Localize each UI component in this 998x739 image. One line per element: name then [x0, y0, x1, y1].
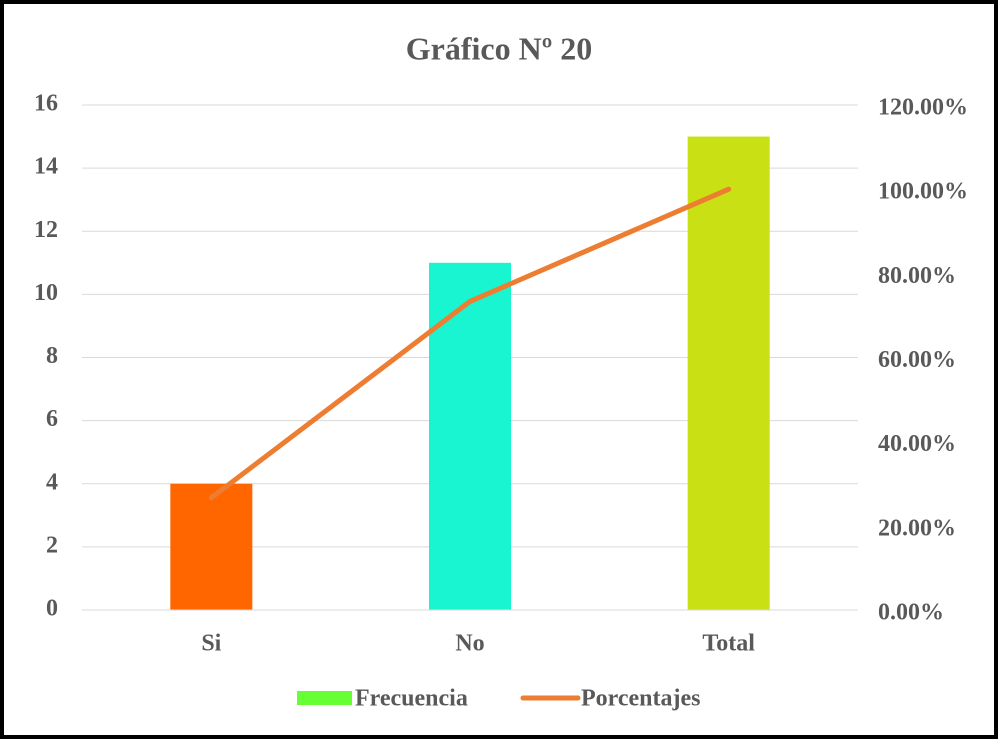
- legend-label: Porcentajes: [581, 686, 701, 712]
- y-tick-label: 12: [34, 217, 58, 243]
- y2-tick-label: 60.00%: [878, 347, 956, 373]
- legend-label: Frecuencia: [355, 686, 468, 712]
- y2-tick-label: 0.00%: [878, 600, 944, 626]
- y-tick-label: 10: [34, 280, 58, 306]
- y-tick-label: 8: [46, 343, 58, 369]
- y2-tick-label: 80.00%: [878, 263, 956, 289]
- bar: [429, 262, 511, 610]
- x-tick-label: No: [455, 631, 484, 657]
- y2-tick-label: 20.00%: [878, 515, 956, 541]
- chart-title: Gráfico Nº 20: [406, 30, 593, 66]
- y-tick-label: 2: [46, 532, 58, 558]
- y-tick-label: 16: [34, 91, 58, 117]
- y-tick-label: 0: [46, 596, 58, 622]
- y-tick-label: 6: [46, 406, 58, 432]
- y-tick-label: 14: [34, 154, 58, 180]
- legend-swatch: [297, 691, 352, 705]
- y-tick-label: 4: [46, 469, 58, 495]
- line-series: [208, 186, 732, 501]
- y2-tick-label: 120.00%: [878, 95, 968, 121]
- bar: [170, 483, 253, 610]
- bar: [687, 136, 770, 610]
- y2-tick-label: 100.00%: [878, 179, 968, 205]
- x-tick-label: Si: [201, 631, 221, 657]
- y2-tick-label: 40.00%: [878, 431, 956, 457]
- x-tick-label: Total: [702, 631, 755, 657]
